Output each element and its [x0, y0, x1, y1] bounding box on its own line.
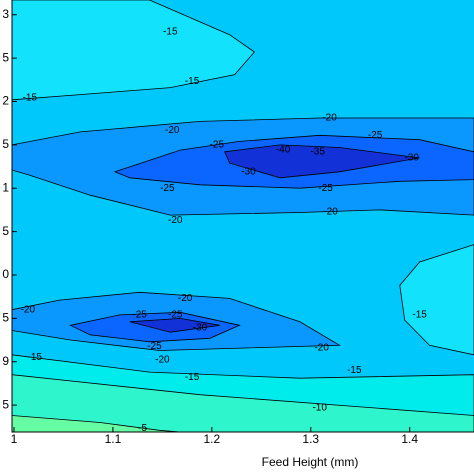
- contour-region: [12, 0, 255, 101]
- contour-label: -15: [23, 93, 38, 104]
- contour-region: [12, 415, 181, 432]
- contour-label: -20: [314, 342, 329, 353]
- y-tick-label: 5: [2, 50, 9, 64]
- x-tick-label: 1.2: [203, 432, 220, 446]
- contour-label: -25: [168, 310, 183, 321]
- contour-label: -15: [185, 76, 200, 87]
- contour-label: -15: [163, 27, 178, 38]
- contour-label: -30: [241, 166, 256, 177]
- contour-label: -20: [322, 113, 337, 124]
- y-tick-label: 5: [2, 224, 9, 238]
- y-tick-label: 2: [2, 94, 9, 108]
- contour-label: -35: [310, 146, 325, 157]
- x-tick-label: 1.1: [105, 432, 122, 446]
- contour-region: [12, 374, 474, 432]
- contour-label: -15: [185, 372, 200, 383]
- contour-label: -20: [168, 215, 183, 226]
- contour-label: -20: [165, 125, 180, 136]
- contour-label: -15: [412, 310, 427, 321]
- contour-label: -15: [28, 352, 43, 363]
- plot: -15-15-15-20-20-25-25 -40 -35-30-30-25 -25-…: [12, 0, 474, 434]
- contour-label: -25: [147, 341, 162, 352]
- y-tick-label: 5: [2, 137, 9, 151]
- contour-label: -25: [160, 183, 175, 194]
- y-tick-label: 5: [2, 397, 9, 411]
- y-tick-label: 5: [2, 311, 9, 325]
- contour-region: [399, 244, 474, 356]
- contour-label: -20: [178, 293, 193, 304]
- contour-label: -25: [318, 183, 333, 194]
- x-tick-label: 1: [11, 432, 18, 446]
- contour-label: -25: [210, 140, 225, 151]
- contour-label: -15: [347, 365, 362, 376]
- contour-label: -5: [138, 423, 147, 434]
- contour-label: -25: [368, 130, 383, 141]
- x-tick-label: 1.3: [302, 432, 319, 446]
- x-axis-label: Feed Height (mm): [262, 455, 359, 469]
- contour-label: -30: [193, 323, 208, 334]
- contour-label: -20: [155, 355, 170, 366]
- x-tick-label: 1.4: [401, 432, 418, 446]
- plot-frame: [11, 0, 474, 433]
- y-tick-label: 9: [2, 354, 9, 368]
- contour-label: -30: [404, 153, 419, 164]
- y-tick-label: 3: [2, 7, 9, 21]
- contour-label: -20: [323, 206, 338, 217]
- contour-region: [129, 317, 220, 333]
- contour-label: -25: [132, 310, 147, 321]
- contour-label: -20: [21, 304, 36, 315]
- y-tick-label: 1: [2, 180, 9, 194]
- contour-region: [224, 144, 420, 179]
- contour-label: -10: [312, 402, 327, 413]
- y-tick-label: 0: [2, 267, 9, 281]
- contour-label: -40: [276, 145, 291, 156]
